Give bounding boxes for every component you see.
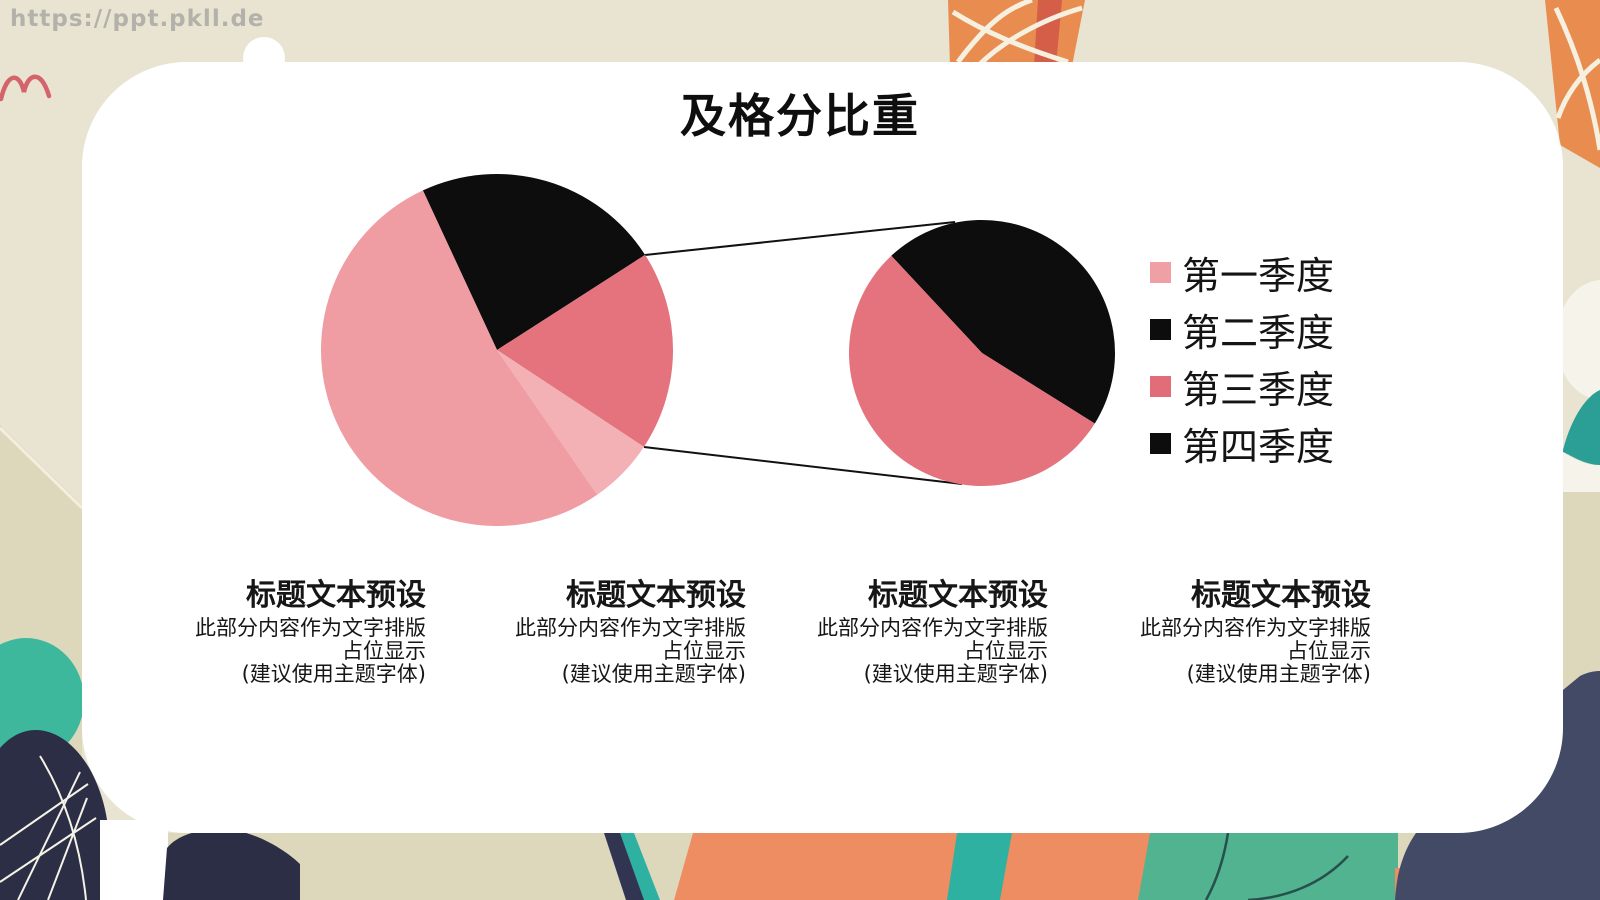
white-patch (100, 820, 168, 900)
text-block-line: (建议使用主题字体) (863, 662, 1048, 686)
text-block-4: 标题文本预设 此部分内容作为文字排版 占位显示 (建议使用主题字体) (1071, 579, 1371, 686)
text-block-line: 此部分内容作为文字排版 (515, 616, 746, 640)
legend-swatch-q4 (1150, 433, 1171, 454)
text-block-2: 标题文本预设 此部分内容作为文字排版 占位显示 (建议使用主题字体) (446, 579, 746, 686)
chart-legend: 第一季度 第二季度 第三季度 第四季度 (1150, 244, 1334, 472)
text-block-title: 标题文本预设 (566, 578, 746, 613)
pie-connector-line-1 (644, 221, 956, 256)
legend-swatch-q2 (1150, 319, 1171, 340)
bottomleft-navy-leaf (0, 729, 109, 900)
main-pie-slice-highlight-wedge (497, 350, 644, 495)
pie-connector-line-2 (643, 446, 963, 485)
text-block-line: 占位显示 (342, 639, 426, 663)
legend-item-q2: 第二季度 (1150, 301, 1334, 358)
text-block-title: 标题文本预设 (1191, 578, 1371, 613)
text-block-title: 标题文本预设 (246, 578, 426, 613)
text-block-line: 占位显示 (1287, 639, 1371, 663)
right-white-wave (1563, 452, 1600, 492)
right-white-blob (1556, 280, 1600, 400)
legend-label: 第一季度 (1182, 254, 1335, 298)
legend-item-q4: 第四季度 (1150, 415, 1334, 472)
page-title: 及格分比重 (680, 89, 920, 143)
legend-label: 第四季度 (1182, 425, 1335, 469)
orange-leaf-band-top (948, 0, 1085, 68)
main-pie-slice-q1-pink (320, 190, 598, 527)
text-block-line: 占位显示 (662, 639, 746, 663)
squiggle-icon (0, 74, 52, 102)
bottomleft-teal-blob (0, 638, 84, 762)
legend-item-q3: 第三季度 (1150, 358, 1334, 415)
bottom-teal-stripe (620, 833, 660, 900)
text-block-line: 此部分内容作为文字排版 (817, 616, 1048, 640)
orange-leaf-band-topright (1545, 0, 1600, 168)
slide-card (82, 62, 1563, 833)
bottomright-navy-blob (1395, 671, 1600, 900)
main-pie-slice-q2-black (422, 174, 646, 350)
text-block-line: (建议使用主题字体) (561, 662, 746, 686)
text-block-line: 占位显示 (964, 639, 1048, 663)
main-pie-slice-q3q4-rose (497, 254, 674, 447)
bottom-navy-stripe (604, 833, 647, 900)
legend-swatch-q1 (1150, 262, 1171, 283)
text-block-line: (建议使用主题字体) (241, 662, 426, 686)
detail-pie-slice-q3-rose (849, 255, 1095, 486)
legend-label: 第三季度 (1182, 368, 1335, 412)
bottom-green-leaf (1138, 832, 1398, 900)
detail-pie-slice-q4-black (891, 219, 1116, 424)
text-block-1: 标题文本预设 此部分内容作为文字排版 占位显示 (建议使用主题字体) (126, 579, 426, 686)
right-teal-wave (1563, 390, 1600, 465)
text-block-line: 此部分内容作为文字排版 (195, 616, 426, 640)
legend-item-q1: 第一季度 (1150, 244, 1334, 301)
bottomleft-navy-shape (163, 829, 300, 900)
watermark: https://ppt.pkll.de (10, 6, 265, 32)
text-block-line: 此部分内容作为文字排版 (1140, 616, 1371, 640)
card-bump-circle (243, 37, 285, 79)
legend-swatch-q3 (1150, 376, 1171, 397)
bottom-orange-band (674, 833, 1160, 900)
bottom-teal-band (947, 833, 1012, 900)
left-hill-edge (0, 426, 84, 510)
text-block-3: 标题文本预设 此部分内容作为文字排版 占位显示 (建议使用主题字体) (748, 579, 1048, 686)
text-block-line: (建议使用主题字体) (1186, 662, 1371, 686)
text-block-title: 标题文本预设 (868, 578, 1048, 613)
legend-label: 第二季度 (1182, 311, 1335, 355)
